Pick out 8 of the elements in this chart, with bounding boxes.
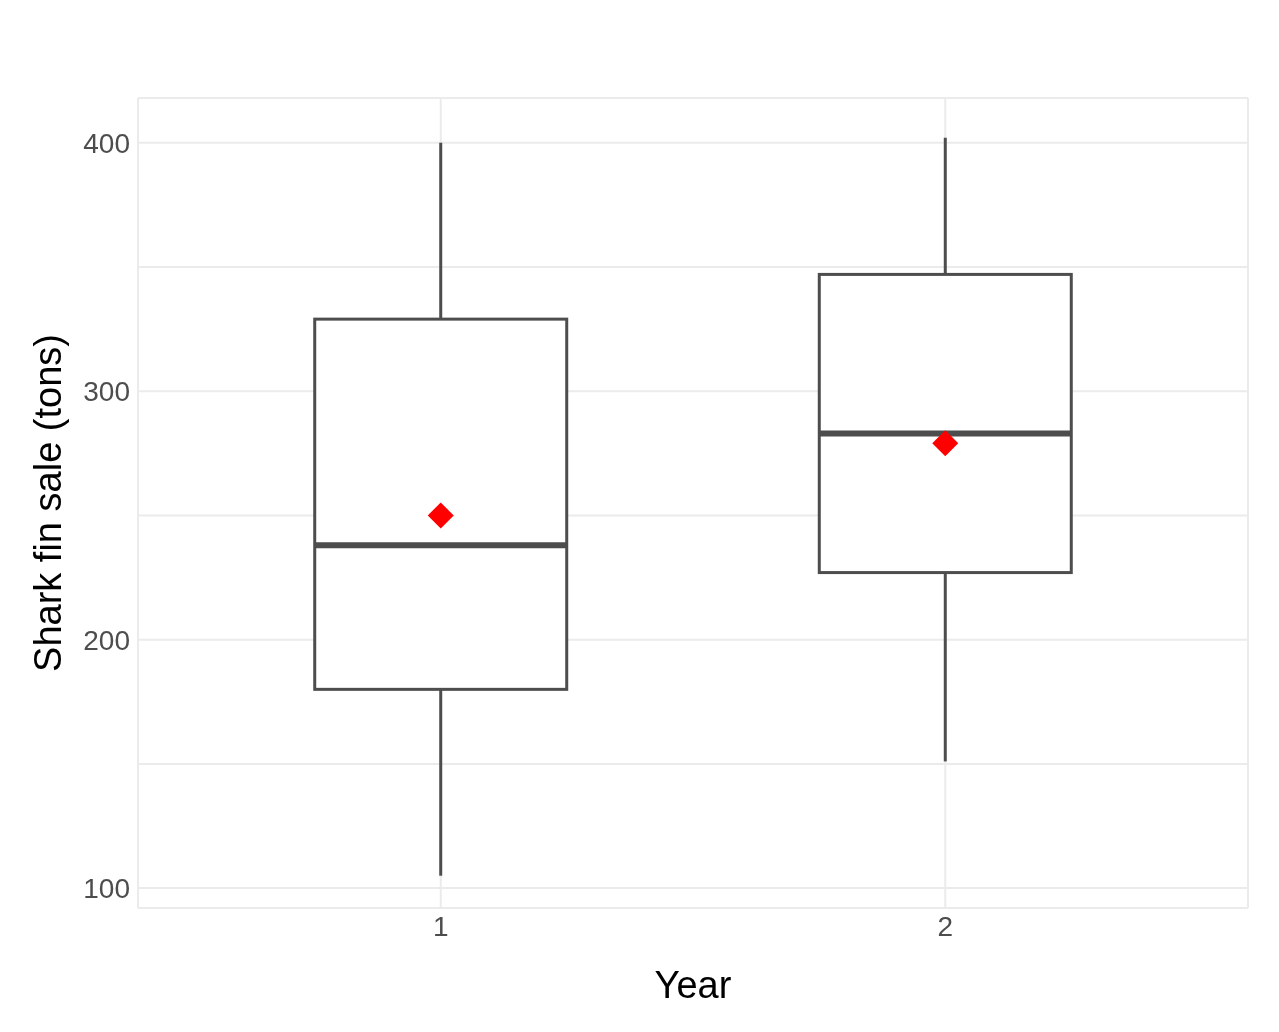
y-axis-title: Shark fin sale (tons) [27,334,70,672]
y-tick-label: 400 [83,127,130,159]
x-tick-label: 1 [432,910,449,942]
y-tick-label: 300 [83,376,130,408]
y-tick-label: 100 [83,873,130,905]
x-tick-label: 2 [937,910,954,942]
x-axis-title: Year [654,964,732,1006]
y-tick-label: 200 [83,624,130,656]
